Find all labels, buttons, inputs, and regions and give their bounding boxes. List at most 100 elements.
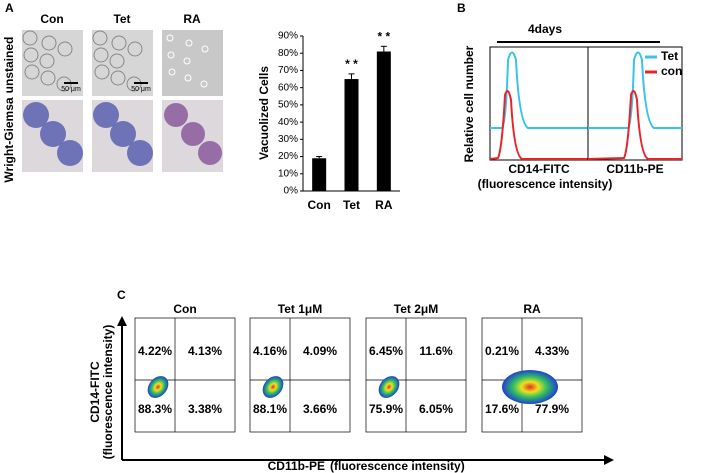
- cell: [94, 64, 110, 80]
- y-tick-label: 10%: [278, 168, 298, 179]
- cell: [167, 51, 175, 59]
- cell: [40, 70, 56, 86]
- label: RA: [523, 302, 541, 316]
- label: Tet: [661, 49, 678, 63]
- label: B: [457, 1, 466, 15]
- y-tick-label: 0%: [284, 186, 299, 197]
- label: CD11b-PE: [606, 162, 663, 176]
- label: 88.1%: [253, 402, 287, 416]
- cell: [24, 64, 40, 80]
- label: 6.45%: [369, 344, 403, 358]
- micrograph: [162, 30, 223, 96]
- x-tick-label: RA: [375, 198, 393, 212]
- label: 88.3%: [138, 402, 172, 416]
- cell: [110, 121, 136, 147]
- cell: [39, 53, 55, 69]
- y-tick-label: 90%: [278, 31, 298, 42]
- cell: [92, 30, 108, 46]
- label: con: [661, 64, 682, 78]
- cell: [57, 41, 73, 57]
- cell: [40, 121, 66, 147]
- cell: [109, 53, 125, 69]
- cell: [185, 39, 193, 47]
- cell: [41, 35, 57, 51]
- x-tick-label: Tet: [343, 198, 360, 212]
- y-tick-label: 30%: [278, 134, 298, 145]
- label: 6.05%: [419, 402, 453, 416]
- label: C: [117, 288, 126, 302]
- y-tick-label: 60%: [278, 82, 298, 93]
- label: (fluorescence intensity): [330, 459, 465, 473]
- micrograph: [22, 30, 83, 96]
- cell: [23, 102, 49, 128]
- label: 50 μm: [61, 86, 81, 93]
- label: 77.9%: [535, 402, 569, 416]
- cell: [111, 35, 127, 51]
- label: unstained: [2, 37, 16, 94]
- population: [502, 370, 558, 404]
- cell: [93, 102, 119, 128]
- bar: [312, 158, 327, 191]
- cell: [127, 140, 153, 166]
- cell: [164, 103, 188, 127]
- label: CD14-FITC: [508, 162, 570, 176]
- bar: [376, 51, 391, 191]
- y-tick-label: 70%: [278, 65, 298, 76]
- histogram-box: [587, 46, 683, 161]
- y-tick-label: 50%: [278, 100, 298, 111]
- label: Tet 2μM: [394, 302, 438, 316]
- label: 3.38%: [188, 402, 222, 416]
- cell: [168, 68, 176, 76]
- label: 50 μm: [131, 86, 151, 93]
- cell: [110, 70, 126, 86]
- label: 4.22%: [138, 344, 172, 358]
- histogram: [489, 90, 588, 160]
- y-tick-label: 20%: [278, 151, 298, 162]
- label: 4.33%: [535, 344, 569, 358]
- label: 75.9%: [369, 402, 403, 416]
- label: 0.21%: [485, 344, 519, 358]
- dot-plot: [249, 317, 351, 433]
- label: Tet: [113, 12, 130, 26]
- y-tick-label: 80%: [278, 48, 298, 59]
- histogram: [490, 51, 588, 129]
- label: 4.13%: [188, 344, 222, 358]
- significance: * *: [377, 30, 390, 44]
- label: CD14-FITC: [88, 361, 102, 423]
- label: 4.09%: [303, 344, 337, 358]
- cell: [198, 141, 222, 165]
- label: 17.6%: [485, 402, 519, 416]
- cell: [127, 41, 143, 57]
- label: (fluorescence intensity): [478, 177, 613, 191]
- label: A: [5, 1, 14, 15]
- bar: [344, 79, 359, 191]
- y-tick-label: 40%: [278, 117, 298, 128]
- significance: * *: [345, 57, 358, 71]
- arrowhead: [117, 316, 127, 326]
- label: Con: [173, 302, 196, 316]
- label: Relative cell number: [462, 45, 476, 162]
- x-tick-label: Con: [308, 198, 331, 212]
- cell: [93, 47, 109, 63]
- dot-plot: [365, 317, 467, 433]
- label: CD11b-PE: [268, 459, 325, 473]
- cell: [200, 80, 208, 88]
- histogram: [588, 51, 682, 129]
- label: 11.6%: [419, 344, 453, 358]
- cell: [201, 45, 209, 53]
- population: [378, 376, 400, 398]
- label: Con: [40, 12, 63, 26]
- population: [262, 376, 284, 398]
- cell: [22, 30, 38, 46]
- dot-plot: [134, 317, 236, 433]
- arrowhead: [604, 455, 614, 465]
- cell: [183, 57, 191, 65]
- cell: [23, 47, 39, 63]
- label: 4.16%: [253, 344, 287, 358]
- label: 4days: [528, 22, 562, 36]
- population: [147, 376, 169, 398]
- cell: [184, 74, 192, 82]
- label: Wright-Giemsa: [2, 97, 16, 182]
- cell: [57, 140, 83, 166]
